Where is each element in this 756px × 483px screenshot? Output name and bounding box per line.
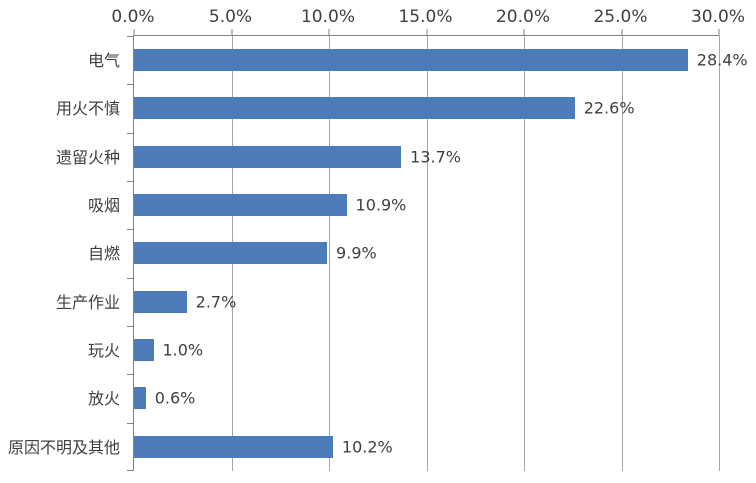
- y-axis-tick-mark: [127, 470, 134, 471]
- x-axis-tick-mark: [523, 29, 525, 36]
- category-label: 放火: [87, 389, 120, 409]
- y-axis-tick-mark: [127, 36, 134, 37]
- bar: [134, 339, 154, 362]
- gridline: [329, 36, 330, 471]
- x-axis-tick-mark: [231, 29, 232, 36]
- gridline: [426, 36, 428, 471]
- value-label: 22.6%: [583, 98, 635, 118]
- category-label: 电气: [87, 51, 120, 71]
- category-label: 原因不明及其他: [7, 437, 120, 457]
- y-axis-tick-mark: [127, 374, 134, 376]
- bar: [134, 435, 333, 458]
- x-axis-tick-mark: [426, 29, 427, 36]
- bar: [134, 145, 402, 168]
- x-axis-tick-mark: [133, 29, 135, 36]
- gridline: [524, 36, 525, 471]
- x-axis-tick-mark: [718, 29, 720, 36]
- bar-row: 10.9%: [134, 181, 719, 229]
- y-axis-tick-mark: [127, 132, 134, 134]
- value-label: 9.9%: [336, 243, 377, 263]
- x-axis-tick-label: 5.0%: [208, 7, 253, 27]
- x-axis-tick-mark: [621, 29, 622, 36]
- y-axis-tick-mark: [127, 229, 134, 231]
- x-axis: 0.0% 5.0% 10.0% 15.0% 20.0% 25.0% 30.0%: [0, 0, 756, 35]
- y-axis-tick-mark: [127, 84, 134, 86]
- x-axis-tick-mark: [328, 29, 330, 36]
- bar: [134, 97, 575, 120]
- category-label: 用火不慎: [55, 99, 120, 119]
- value-label: 13.7%: [410, 147, 461, 167]
- bar-row: 9.9%: [134, 229, 719, 277]
- bar-row: 13.7%: [134, 133, 719, 181]
- x-axis-tick-label: 30.0%: [690, 7, 746, 27]
- y-axis-tick-mark: [127, 277, 134, 279]
- value-label: 0.6%: [154, 388, 196, 408]
- y-axis-tick-mark: [127, 422, 134, 424]
- bar-row: 1.0%: [134, 326, 719, 374]
- bar: [134, 194, 347, 217]
- x-axis-tick-label: 20.0%: [495, 7, 551, 27]
- x-axis-tick-label: 25.0%: [593, 7, 648, 27]
- bar: [134, 387, 146, 410]
- bar-row: 28.4%: [134, 36, 748, 84]
- category-label: 遗留火种: [55, 147, 120, 167]
- bar: [134, 290, 187, 313]
- value-label: 10.2%: [341, 437, 393, 457]
- bar: [134, 49, 688, 72]
- bar-row: 22.6%: [134, 84, 719, 132]
- bar-row: 2.7%: [134, 278, 719, 326]
- category-label: 生产作业: [55, 292, 120, 312]
- plot-area: 28.4% 22.6% 13.7% 10.9% 9.9% 2.7% 1.0% 0.6% 10.2…: [127, 29, 748, 471]
- gridline: [621, 36, 623, 471]
- y-axis-tick-mark: [127, 326, 134, 327]
- x-axis-tick-label: 15.0%: [398, 7, 453, 27]
- category-labels: 电气用火不慎遗留火种吸烟自燃生产作业玩火放火原因不明及其他: [0, 35, 120, 470]
- category-label: 玩火: [87, 341, 120, 361]
- x-axis-tick-label: 0.0%: [111, 7, 155, 27]
- bar: [134, 242, 328, 265]
- value-label: 2.7%: [195, 292, 237, 312]
- y-axis-tick-mark: [127, 181, 134, 182]
- bar-row: 0.6%: [134, 374, 719, 422]
- value-label: 10.9%: [355, 195, 407, 215]
- gridline: [719, 36, 720, 471]
- bar-row: 10.2%: [134, 423, 719, 471]
- value-label: 1.0%: [162, 340, 204, 360]
- value-label: 28.4%: [696, 50, 748, 70]
- category-label: 自燃: [87, 244, 120, 264]
- x-axis-tick-label: 10.0%: [300, 7, 356, 27]
- category-label: 吸烟: [87, 196, 120, 216]
